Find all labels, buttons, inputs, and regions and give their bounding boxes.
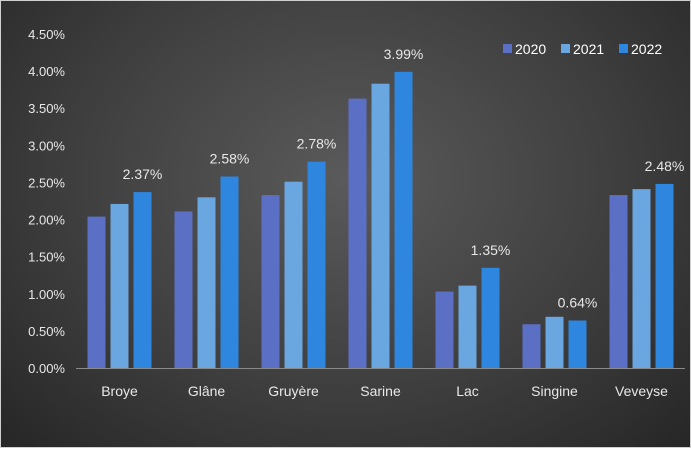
bar-2022: [134, 192, 152, 368]
bar-2022: [482, 268, 500, 368]
legend-swatch-2022: [619, 44, 628, 53]
data-label: 2.48%: [645, 158, 685, 174]
y-tick-label: 4.50%: [28, 27, 65, 42]
x-tick-label: Singine: [531, 383, 578, 399]
bars: [88, 72, 674, 368]
bar-2021: [459, 286, 477, 368]
x-tick-label: Broye: [101, 383, 138, 399]
bar-2022: [569, 320, 587, 368]
x-tick-label: Gruyère: [268, 383, 319, 399]
y-tick-label: 0.50%: [28, 324, 65, 339]
bar-2020: [175, 211, 193, 368]
bar-2022: [308, 162, 326, 368]
data-label: 2.78%: [297, 136, 337, 152]
bar-2020: [88, 217, 106, 368]
y-tick-label: 3.00%: [28, 138, 65, 153]
bar-2022: [395, 72, 413, 368]
bar-2022: [221, 177, 239, 368]
x-tick-label: Glâne: [188, 383, 226, 399]
bar-2021: [198, 197, 216, 368]
legend-swatch-2020: [503, 44, 512, 53]
bar-2020: [436, 292, 454, 368]
bar-2021: [111, 204, 129, 368]
bar-2020: [349, 99, 367, 368]
bar-2021: [285, 182, 303, 368]
bar-2022: [656, 184, 674, 368]
x-tick-label: Lac: [456, 383, 479, 399]
bar-2020: [610, 195, 628, 368]
data-label: 0.64%: [558, 294, 598, 310]
y-tick-label: 2.50%: [28, 175, 65, 190]
y-tick-label: 1.00%: [28, 287, 65, 302]
x-axis: Broye Glâne Gruyère Sarine Lac Singine Veveyse: [76, 369, 685, 400]
legend-label: 2021: [573, 41, 604, 57]
data-label: 1.35%: [471, 242, 511, 258]
y-tick-label: 3.50%: [28, 101, 65, 116]
data-label: 2.58%: [210, 151, 250, 167]
legend-label: 2022: [631, 41, 662, 57]
legend: 2020 2021 2022: [503, 41, 662, 57]
y-tick-label: 1.50%: [28, 250, 65, 265]
y-axis: 0.00% 0.50% 1.00% 1.50% 2.00% 2.50% 3.00% 3.50%…: [28, 27, 65, 376]
bar-2020: [523, 324, 541, 368]
y-tick-label: 4.00%: [28, 64, 65, 79]
y-tick-label: 2.00%: [28, 213, 65, 228]
x-tick-label: Veveyse: [615, 383, 668, 399]
legend-label: 2020: [515, 41, 546, 57]
y-tick-label: 0.00%: [28, 361, 65, 376]
legend-swatch-2021: [561, 44, 570, 53]
bar-2021: [633, 189, 651, 368]
data-label: 3.99%: [384, 46, 424, 62]
data-label: 2.37%: [123, 166, 163, 182]
bar-2020: [262, 195, 280, 368]
bar-2021: [372, 84, 390, 368]
bar-2021: [546, 317, 564, 368]
x-tick-label: Sarine: [360, 383, 401, 399]
